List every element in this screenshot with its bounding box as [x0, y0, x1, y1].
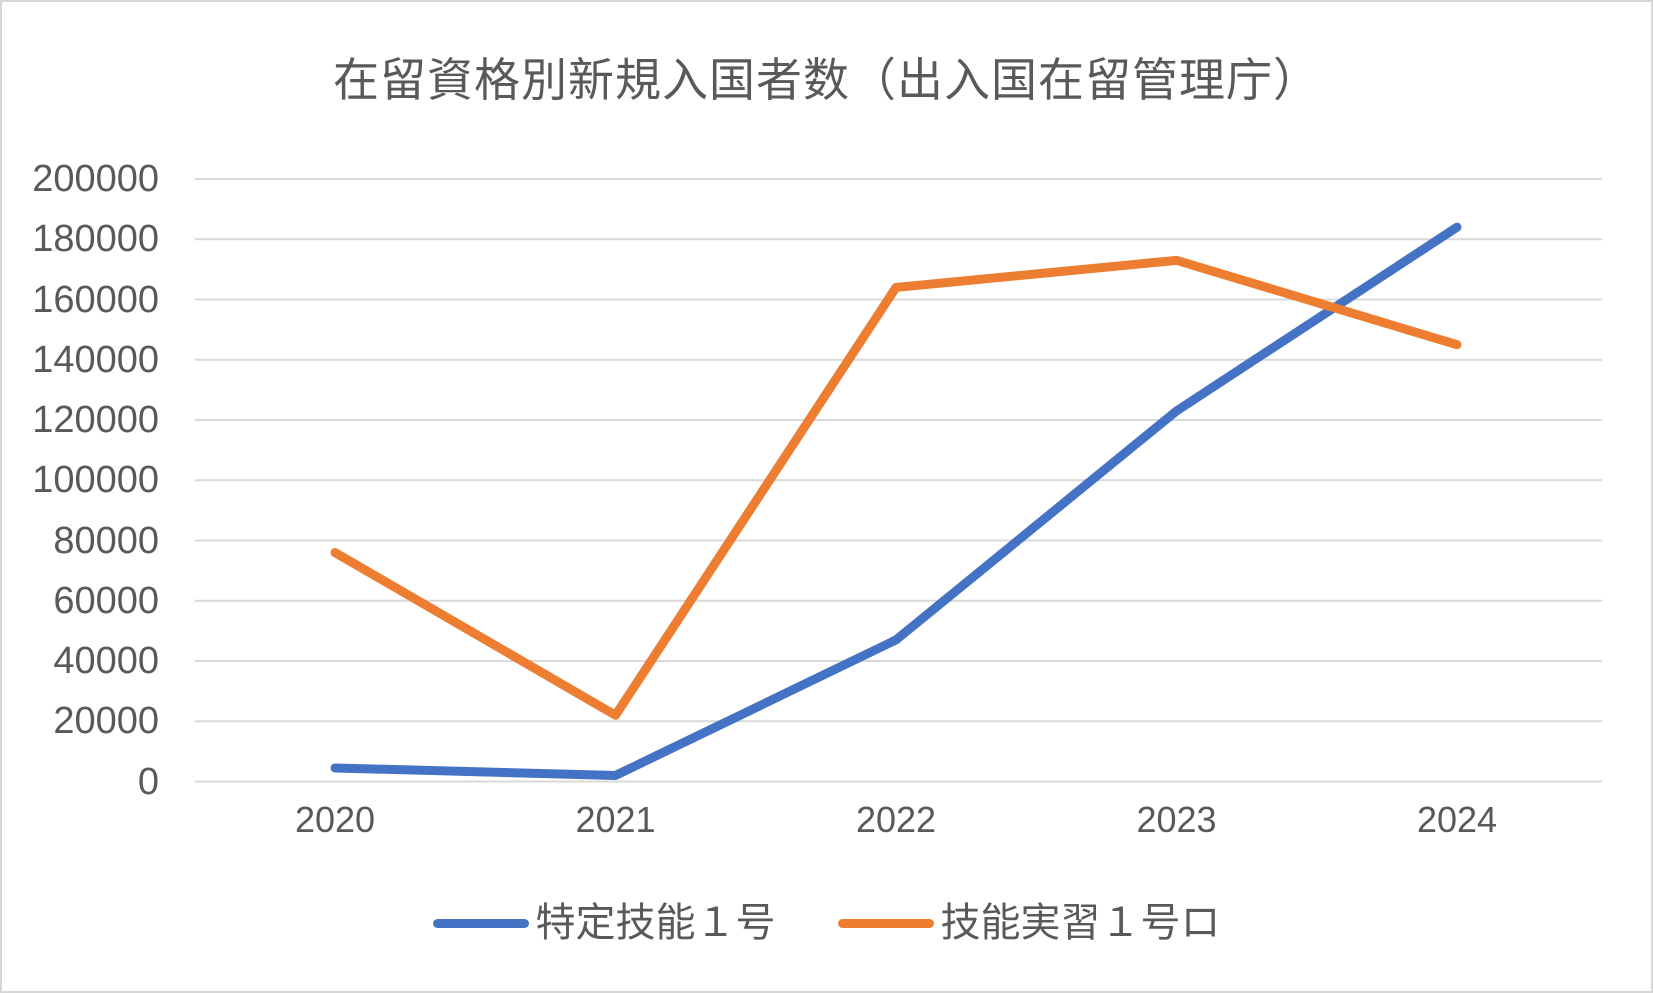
legend-item-1: 技能実習１号ロ: [837, 900, 1221, 946]
x-axis-label: 2024: [1416, 799, 1498, 840]
y-axis-label: 20000: [53, 700, 159, 743]
y-axis-label: 160000: [32, 278, 159, 321]
x-axis-label: 2023: [1136, 799, 1217, 840]
y-axis-label: 100000: [32, 459, 159, 502]
legend-swatch: [432, 918, 529, 928]
y-axis-label: 0: [137, 760, 159, 803]
series-line-0: [330, 222, 1462, 780]
y-axis-label: 120000: [32, 399, 159, 441]
y-axis-label: 40000: [53, 640, 159, 682]
legend-item-0: 特定技能１号: [432, 900, 776, 946]
x-axis-label: 2021: [575, 799, 656, 840]
legend-swatch: [837, 918, 934, 928]
y-axis-label: 180000: [32, 218, 159, 261]
legend-label: 特定技能１号: [535, 901, 776, 945]
chart-title: 在留資格別新規入国者数（出入国在留管理庁）: [333, 54, 1320, 106]
legend: 特定技能１号 技能実習１号ロ: [2, 900, 1651, 946]
legend-label: 技能実習１号ロ: [940, 901, 1221, 945]
y-axis-label: 140000: [32, 338, 159, 381]
series-line-1: [330, 255, 1462, 720]
y-axis-label: 200000: [32, 158, 159, 200]
x-axis-label: 2022: [855, 799, 937, 840]
y-axis-label: 60000: [53, 579, 159, 622]
x-axis-label: 2020: [294, 799, 376, 840]
y-axis-label: 80000: [53, 519, 159, 562]
y-axis: 0 20000 40000 60000 80000 100000 120000 140000 1…: [2, 2, 159, 991]
